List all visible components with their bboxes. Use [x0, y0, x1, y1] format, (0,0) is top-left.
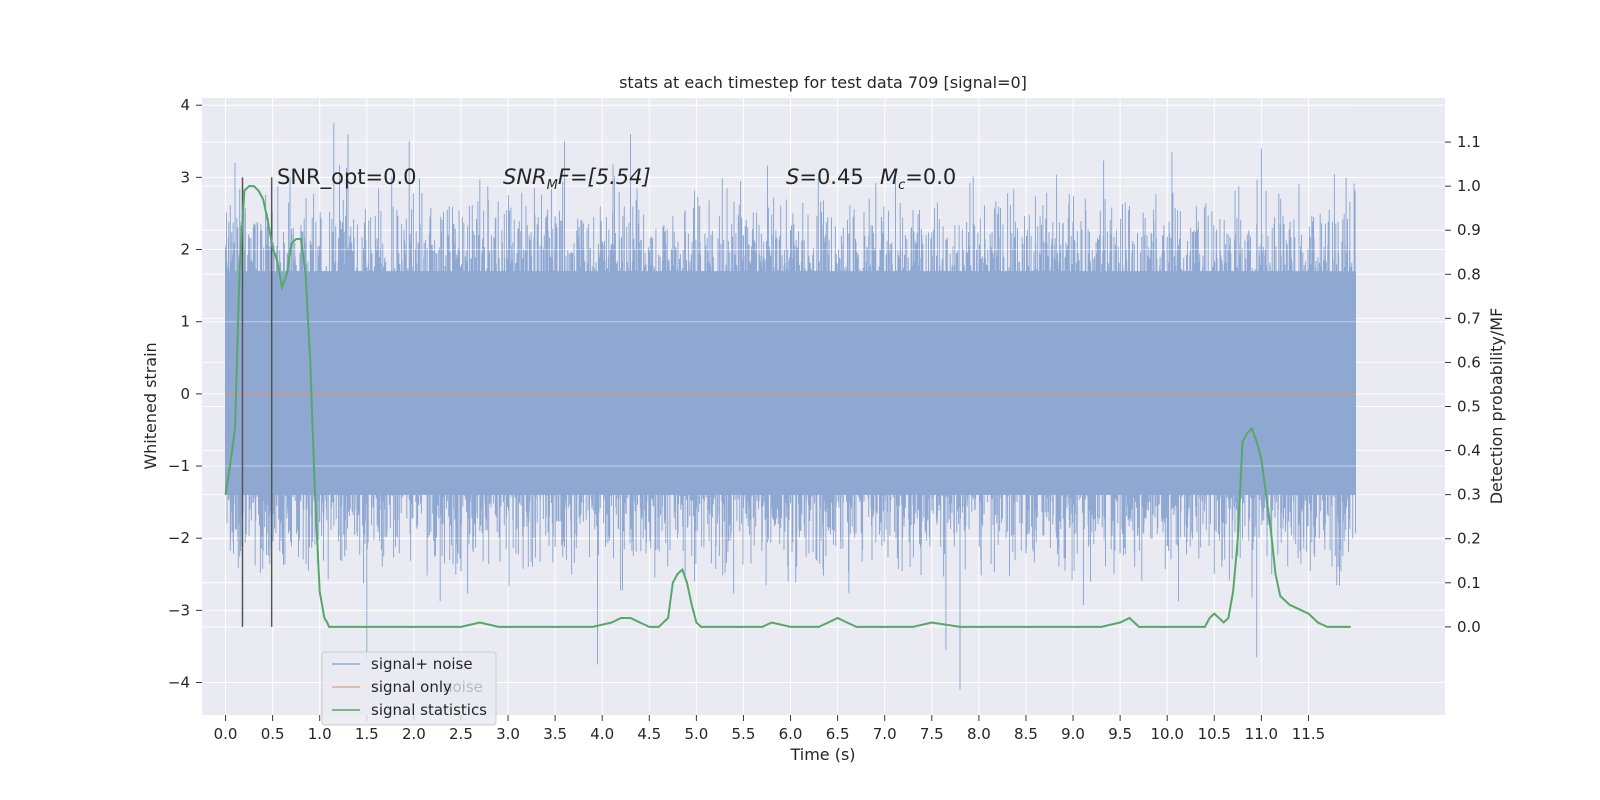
x-tick-label: 10.5 — [1198, 725, 1231, 743]
x-tick-label: 4.0 — [590, 725, 614, 743]
y-right-tick-label: 1.0 — [1457, 177, 1481, 195]
annotation-mc-main: M — [880, 165, 898, 189]
x-tick-label: 5.5 — [732, 725, 756, 743]
signal-noise-line — [225, 123, 1356, 690]
y-right-tick-label: 1.1 — [1457, 133, 1481, 151]
signal-noise-series — [225, 104, 1356, 690]
annotation-mc: Mc=0.0 — [880, 165, 956, 193]
x-tick-label: 10.0 — [1151, 725, 1184, 743]
annotation-mc-sub: c — [898, 178, 905, 193]
x-tick-label: 4.5 — [637, 725, 661, 743]
legend-box — [321, 651, 497, 726]
y-axis-label: Whitened strain — [141, 342, 160, 469]
signal-statistics-series — [224, 185, 1351, 628]
y-right-tick-label: 0.2 — [1457, 530, 1481, 548]
legend-label-signal-only: signal only — [371, 678, 452, 696]
x-tick-label: 6.0 — [779, 725, 803, 743]
x-tick-label: 7.5 — [920, 725, 944, 743]
y-tick-label: 3 — [180, 168, 190, 186]
x-axis-label: Time (s) — [789, 745, 855, 764]
legend-ghost-text: noise — [443, 678, 483, 696]
x-tick-label: 3.5 — [543, 725, 567, 743]
x-tick-label: 8.5 — [1014, 725, 1038, 743]
x-tick-label: 2.0 — [402, 725, 426, 743]
annotation-snr-mf: SNRMF=[5.54] — [503, 165, 651, 193]
annotation-s-rest: =0.45 — [799, 165, 863, 189]
annotation-snr-mf-main: SNR — [503, 165, 547, 189]
y-right-tick-label: 0.7 — [1457, 309, 1481, 327]
x-tick-label: 7.0 — [873, 725, 897, 743]
y-axis-label-right: Detection probability/MF — [1487, 308, 1506, 505]
y-right-tick-label: 0.1 — [1457, 574, 1481, 592]
legend: noise signal+ noise signal only signal s… — [321, 651, 497, 726]
y-right-tick-label: 0.4 — [1457, 442, 1481, 460]
y-tick-label: 2 — [180, 241, 190, 259]
y-tick-label: −3 — [168, 601, 190, 619]
x-tick-label: 5.0 — [684, 725, 708, 743]
annotation-snr-mf-sub: M — [547, 178, 558, 193]
y-right-tick-label: 0.6 — [1457, 353, 1481, 371]
x-tick-label: 8.0 — [967, 725, 991, 743]
y-right-tick-label: 0.8 — [1457, 265, 1481, 283]
vertical-markers — [241, 177, 273, 627]
x-tick-label: 0.5 — [261, 725, 285, 743]
y-tick-label: −1 — [168, 457, 190, 475]
x-tick-label: 2.5 — [449, 725, 473, 743]
x-tick-label: 9.0 — [1061, 725, 1085, 743]
y-tick-label: 4 — [180, 96, 190, 114]
y-tick-label: 1 — [180, 313, 190, 331]
legend-label-signal-statistics: signal statistics — [371, 701, 487, 719]
x-tick-label: 3.0 — [496, 725, 520, 743]
annotation-s: S=0.45 — [786, 165, 864, 189]
x-tick-label: 1.0 — [308, 725, 332, 743]
y-right-tick-label: 0.3 — [1457, 486, 1481, 504]
annotation-s-main: S — [786, 165, 799, 189]
y-tick-label: 0 — [180, 385, 190, 403]
x-tick-label: 11.5 — [1292, 725, 1325, 743]
y-right-tick-label: 0.9 — [1457, 221, 1481, 239]
signal-statistics-line — [224, 185, 1351, 628]
y-right-tick-label: 0.0 — [1457, 618, 1481, 636]
legend-label-signal-noise: signal+ noise — [371, 655, 473, 673]
chart-title: stats at each timestep for test data 709… — [619, 73, 1027, 92]
annotation-snr-opt: SNR_opt=0.0 — [277, 165, 417, 190]
y-right-tick-label: 0.5 — [1457, 398, 1481, 416]
x-tick-label: 1.5 — [355, 725, 379, 743]
x-tick-label: 0.0 — [214, 725, 238, 743]
y-tick-label: −2 — [168, 529, 190, 547]
y-tick-label: −4 — [168, 674, 190, 692]
x-tick-label: 6.5 — [826, 725, 850, 743]
annotation-mc-rest: =0.0 — [905, 165, 956, 189]
annotation-snr-mf-rest: F=[5.54] — [558, 165, 651, 189]
x-tick-label: 11.0 — [1245, 725, 1278, 743]
x-tick-label: 9.5 — [1108, 725, 1132, 743]
axes: 0.0 0.5 1.0 1.5 2.0 2.5 3.0 3.5 4.0 4.5 5.0 5.5 6.0 6… — [168, 96, 1481, 743]
